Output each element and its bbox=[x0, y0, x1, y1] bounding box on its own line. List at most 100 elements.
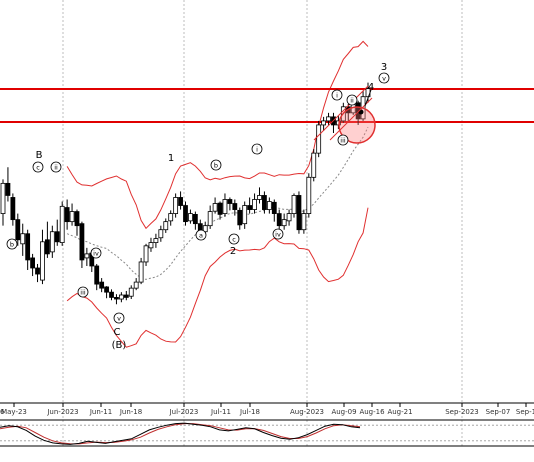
candle-body bbox=[0, 182, 6, 214]
candle-body bbox=[44, 239, 50, 255]
candle-body bbox=[237, 209, 243, 226]
bollinger-lower bbox=[66, 207, 369, 348]
candle-body bbox=[178, 197, 183, 206]
wave-label-circle bbox=[210, 159, 222, 171]
candle-body bbox=[10, 197, 16, 221]
wave-label-circle bbox=[346, 94, 358, 106]
x-axis-ticks: May-23 Jun-2023 Jun-11 Jun-18 Jul-2023 Jul-11… bbox=[0, 403, 534, 416]
wave-label: (B) bbox=[112, 340, 127, 351]
wave-label-circle bbox=[32, 161, 44, 173]
candle-body bbox=[123, 294, 129, 298]
candle-body bbox=[54, 231, 60, 243]
wave-label-circle bbox=[77, 286, 89, 298]
x-tick-label: Jun-11 bbox=[89, 408, 112, 416]
wave-label: v bbox=[382, 75, 386, 83]
x-tick-label: Jul-11 bbox=[210, 408, 231, 416]
candle-body bbox=[168, 213, 174, 222]
x-tick-label: Jul-18 bbox=[239, 408, 260, 416]
x-tick-label: Sep-2023 bbox=[445, 408, 479, 416]
x-tick-label: Aug-16 bbox=[359, 408, 385, 416]
candle-body bbox=[20, 233, 26, 245]
wave-label: C bbox=[114, 327, 121, 338]
candle-body bbox=[114, 297, 119, 300]
wave-label-circle bbox=[251, 143, 263, 155]
candle-body bbox=[64, 207, 70, 223]
wave-label: iv bbox=[275, 231, 281, 239]
candle-body bbox=[306, 176, 312, 214]
candle-body bbox=[247, 205, 253, 210]
wave-label: c bbox=[232, 236, 236, 244]
x-tick-label: Jun-2023 bbox=[46, 408, 78, 416]
candle-body bbox=[252, 199, 257, 210]
candle-body bbox=[40, 241, 45, 281]
oscillator-k-line bbox=[0, 422, 361, 445]
wave-label: B bbox=[36, 150, 43, 161]
wave-label-circle bbox=[331, 89, 343, 101]
wave-label-circle bbox=[378, 72, 390, 84]
candle-body bbox=[212, 203, 218, 212]
candle-body bbox=[281, 219, 287, 227]
candle-body bbox=[133, 281, 139, 289]
wave-label-circle bbox=[272, 228, 284, 240]
wave-label: i bbox=[256, 146, 258, 154]
candle-body bbox=[296, 195, 302, 231]
candle-body bbox=[84, 253, 90, 259]
candle-body bbox=[118, 294, 124, 300]
x-tick-label: May-23 bbox=[1, 408, 27, 416]
candle-body bbox=[25, 233, 31, 261]
wave-label: ii bbox=[54, 164, 58, 172]
candlesticks bbox=[0, 82, 371, 305]
candle-body bbox=[69, 211, 75, 223]
wave-label: a bbox=[199, 232, 203, 240]
candle-body bbox=[138, 261, 144, 283]
candle-body bbox=[99, 281, 105, 289]
wave-label-circle bbox=[113, 312, 125, 324]
trend-channel-line bbox=[313, 85, 369, 141]
candle-body bbox=[158, 229, 164, 239]
wave-label: iv bbox=[93, 250, 99, 258]
x-tick-label: Aug-2023 bbox=[290, 408, 324, 416]
candle-body bbox=[276, 213, 282, 227]
candle-body bbox=[321, 120, 327, 126]
candle-body bbox=[183, 205, 188, 223]
candle-body bbox=[316, 124, 322, 154]
candle-body bbox=[222, 199, 228, 214]
bollinger-middle bbox=[66, 126, 369, 280]
x-tick-label: Sep-1 bbox=[516, 408, 534, 416]
candle-body bbox=[59, 205, 65, 244]
candle-body bbox=[49, 231, 55, 253]
candle-body bbox=[192, 213, 198, 225]
oscillator-panel bbox=[0, 419, 534, 447]
wave-label: 4 bbox=[368, 82, 374, 93]
wave-label-circle bbox=[50, 161, 62, 173]
x-tick-label: Jul-2023 bbox=[169, 408, 199, 416]
candle-body bbox=[257, 195, 262, 200]
wave-label: b bbox=[10, 241, 14, 249]
candle-body bbox=[266, 201, 272, 210]
candle-body bbox=[148, 242, 154, 249]
candle-body bbox=[188, 213, 193, 222]
wave-pointer-line bbox=[364, 89, 372, 107]
x-tick-label: Aug-09 bbox=[331, 408, 356, 416]
candle-body bbox=[291, 195, 297, 214]
candle-body bbox=[207, 211, 213, 227]
wave-label: c bbox=[36, 164, 40, 172]
x-tick-label: Sep-07 bbox=[486, 408, 511, 416]
candle-body bbox=[232, 203, 238, 210]
candle-body bbox=[326, 116, 331, 122]
wave-label: i bbox=[336, 92, 338, 100]
wave-label: 3 bbox=[381, 62, 387, 73]
wave-label: v bbox=[117, 315, 121, 323]
wave-label-circle bbox=[228, 233, 240, 245]
candle-body bbox=[104, 286, 109, 293]
wave-label: b bbox=[214, 162, 218, 170]
wave-label-circle bbox=[6, 238, 18, 250]
candle-body bbox=[311, 152, 317, 178]
wave-label: 1 bbox=[168, 153, 174, 164]
x-tick-label: 6 bbox=[0, 408, 5, 416]
wave-label-circle bbox=[195, 229, 207, 241]
candle-body bbox=[163, 221, 169, 231]
